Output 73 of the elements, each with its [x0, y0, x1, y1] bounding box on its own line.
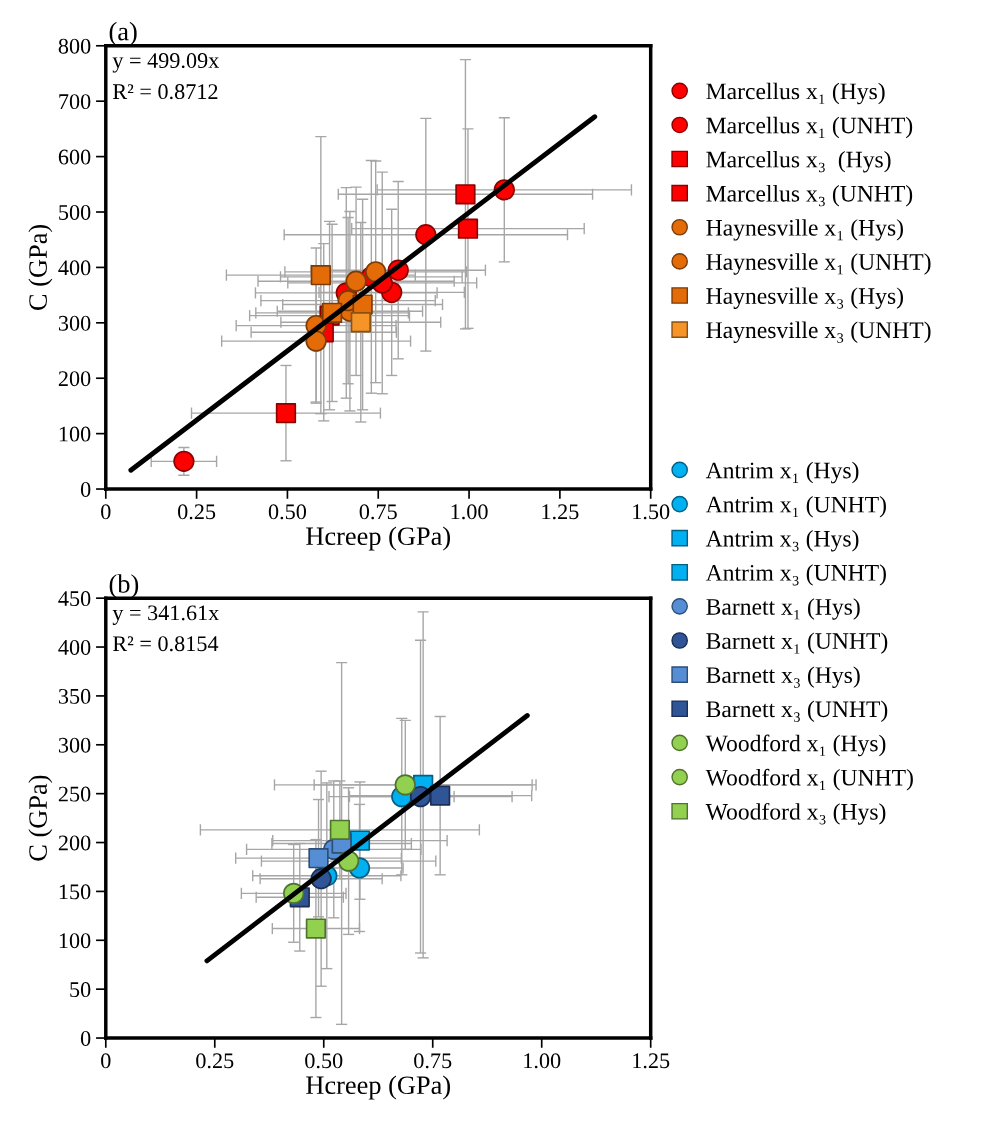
y-tick-label: 800 [58, 38, 91, 54]
x-axis-title: Hcreep (GPa) [306, 526, 450, 551]
y-tick-label: 200 [58, 835, 91, 851]
x-tick-label: 1.25 [633, 1053, 670, 1069]
y-axis-title: C (GPa) [28, 224, 53, 310]
y-tick-label: 0 [80, 1030, 91, 1046]
legend-label: Antrim x₃ (UNHT) [705, 564, 886, 586]
legend-label: Antrim x₁ (UNHT) [705, 495, 886, 518]
y-tick-label: 500 [59, 204, 91, 220]
x-tick-label: 0.50 [268, 504, 307, 520]
legend-label: Haynesville x₃ (Hys) [706, 287, 903, 309]
x-tick-label: 0.75 [414, 1053, 452, 1069]
y-tick-label: 50 [70, 982, 91, 998]
legend-label: Barnett x₃ (Hys) [706, 666, 860, 688]
annotation: y = 341.61x [112, 605, 220, 625]
legend-label: Haynesville x₁ (UNHT) [706, 253, 931, 275]
y-tick-label: 400 [58, 639, 91, 655]
y-tick-label: 450 [58, 591, 91, 607]
y-tick-label: 300 [58, 315, 91, 331]
chart-title: (a) [109, 21, 137, 46]
legend-label: Woodford x₁ (UNHT) [705, 768, 913, 791]
y-tick-label: 350 [58, 688, 91, 704]
legend-label: Marcellus x₁ (Hys) [706, 82, 885, 105]
annotation: R² = 0.8154 [112, 636, 219, 652]
legend-label: Barnett x₁ (UNHT) [706, 632, 888, 654]
y-tick-label: 100 [59, 933, 91, 949]
legend-label: Haynesville x₃ (UNHT) [706, 321, 931, 344]
legend-label: Barnett x₁ (Hys) [706, 598, 860, 620]
point [345, 270, 367, 292]
point [308, 848, 329, 869]
point [394, 774, 416, 796]
x-tick-label: 0.25 [178, 504, 216, 520]
point [350, 312, 371, 333]
y-tick-label: 300 [58, 737, 91, 753]
y-tick-label: 250 [58, 786, 91, 802]
legend-label: Woodford x₃ (Hys) [705, 802, 886, 825]
legend-label: Antrim x₃ (Hys) [705, 530, 859, 552]
x-tick-label: 0.75 [359, 504, 397, 520]
point [457, 218, 479, 239]
y-tick-label: 0 [80, 481, 91, 497]
x-tick-label: 0 [101, 1053, 111, 1069]
point [429, 785, 451, 806]
chart-title: (b) [109, 574, 139, 599]
annotation: y = 499.09x [112, 53, 220, 73]
x-tick-label: 0.25 [196, 1053, 234, 1069]
y-tick-label: 200 [58, 371, 91, 387]
legend-label: Haynesville x₁ (Hys) [706, 219, 903, 241]
y-tick-label: 150 [59, 884, 91, 900]
x-tick-label: 0.50 [305, 1053, 343, 1069]
annotation: R² = 0.8712 [112, 84, 218, 100]
point [310, 265, 331, 286]
point [275, 402, 297, 424]
legend-label: Antrim x₁ (Hys) [705, 461, 859, 484]
x-axis-title: Hcreep (GPa) [306, 1075, 450, 1100]
y-tick-label: 100 [59, 426, 91, 442]
legend-label: Marcellus x₃ (Hys) [706, 150, 891, 173]
x-tick-label: 1.25 [542, 504, 579, 520]
point [305, 918, 327, 939]
legend-label: Woodford x₁ (Hys) [705, 734, 886, 757]
point [455, 184, 476, 205]
y-tick-label: 700 [59, 94, 91, 110]
legend-label: Marcellus x₁ (UNHT) [706, 116, 913, 139]
point [329, 819, 351, 840]
y-tick-label: 400 [58, 260, 91, 276]
x-tick-label: 1.00 [451, 504, 488, 520]
x-tick-label: 0 [101, 504, 111, 520]
x-tick-label: 1.00 [524, 1053, 561, 1069]
point [305, 330, 327, 352]
x-tick-label: 1.50 [633, 504, 670, 520]
legend-label: Barnett x₃ (UNHT) [706, 700, 888, 723]
y-tick-label: 600 [58, 149, 91, 165]
y-axis-title: C (GPa) [28, 775, 53, 861]
legend-label: Marcellus x₃ (UNHT) [706, 185, 913, 207]
